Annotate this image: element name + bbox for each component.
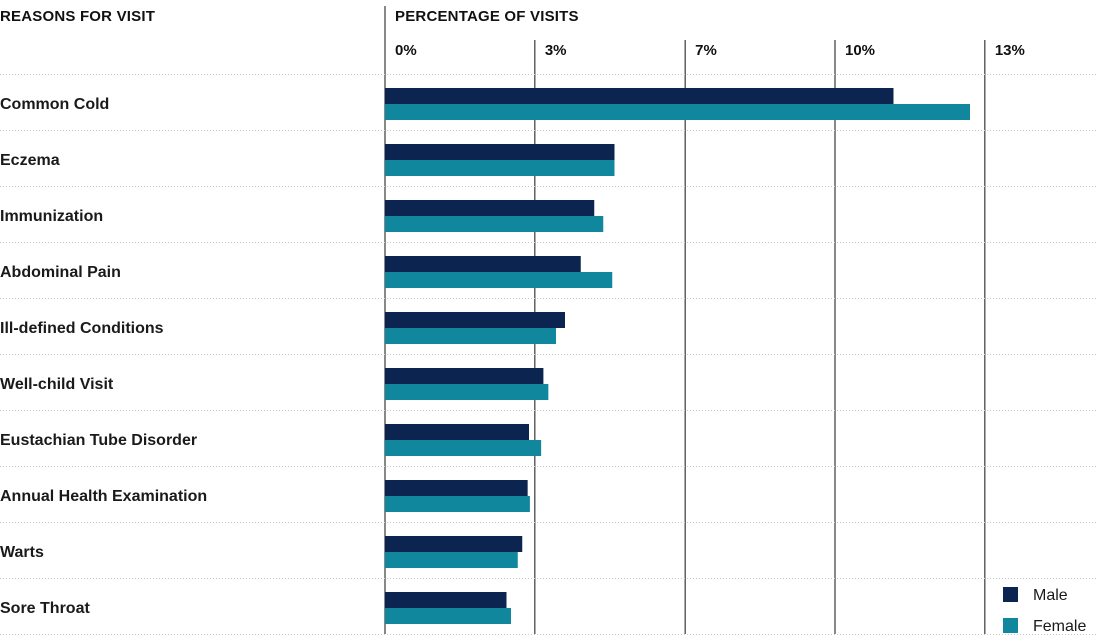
bar-female bbox=[385, 608, 511, 624]
x-tick-label: 7% bbox=[695, 42, 717, 59]
bar-male bbox=[385, 424, 529, 440]
bar-female bbox=[385, 272, 613, 288]
category-labels: Common Cold Eczema Immunization Abdominal P… bbox=[0, 96, 207, 617]
category-label: Sore Throat bbox=[0, 600, 90, 617]
categories-header: REASONS FOR VISIT bbox=[0, 8, 155, 25]
x-tick-label: 13% bbox=[995, 42, 1025, 59]
bar-male bbox=[385, 536, 523, 552]
bar-male bbox=[385, 256, 581, 272]
legend-female-swatch bbox=[1003, 618, 1018, 633]
bar-female bbox=[385, 440, 542, 456]
bar-male bbox=[385, 368, 544, 384]
bar-female bbox=[385, 496, 530, 512]
bar-male bbox=[385, 200, 595, 216]
bar-male bbox=[385, 480, 528, 496]
legend: Male Female bbox=[1003, 587, 1086, 635]
category-label: Ill-defined Conditions bbox=[0, 320, 164, 337]
x-tick-labels: 0% 3% 7% 10% 13% bbox=[395, 42, 1025, 59]
category-label: Eczema bbox=[0, 152, 60, 169]
bar-female bbox=[385, 216, 604, 232]
category-label: Common Cold bbox=[0, 96, 109, 113]
bar-female bbox=[385, 384, 549, 400]
legend-male-swatch bbox=[1003, 587, 1018, 602]
values-header: PERCENTAGE OF VISITS bbox=[395, 8, 579, 25]
category-label: Warts bbox=[0, 544, 44, 561]
x-tick-label: 3% bbox=[545, 42, 567, 59]
category-label: Abdominal Pain bbox=[0, 264, 121, 281]
category-label: Eustachian Tube Disorder bbox=[0, 432, 197, 449]
category-label: Well-child Visit bbox=[0, 376, 114, 393]
bar-male bbox=[385, 592, 507, 608]
legend-male-label: Male bbox=[1033, 587, 1068, 604]
bar-male bbox=[385, 144, 615, 160]
bar-male bbox=[385, 88, 894, 104]
bar-female bbox=[385, 328, 556, 344]
x-tick-label: 0% bbox=[395, 42, 417, 59]
category-label: Immunization bbox=[0, 208, 103, 225]
bars bbox=[385, 88, 970, 624]
bar-male bbox=[385, 312, 565, 328]
legend-female-label: Female bbox=[1033, 618, 1086, 635]
bar-female bbox=[385, 552, 518, 568]
category-label: Annual Health Examination bbox=[0, 488, 207, 505]
bar-female bbox=[385, 104, 970, 120]
bar-female bbox=[385, 160, 615, 176]
x-tick-label: 10% bbox=[845, 42, 875, 59]
